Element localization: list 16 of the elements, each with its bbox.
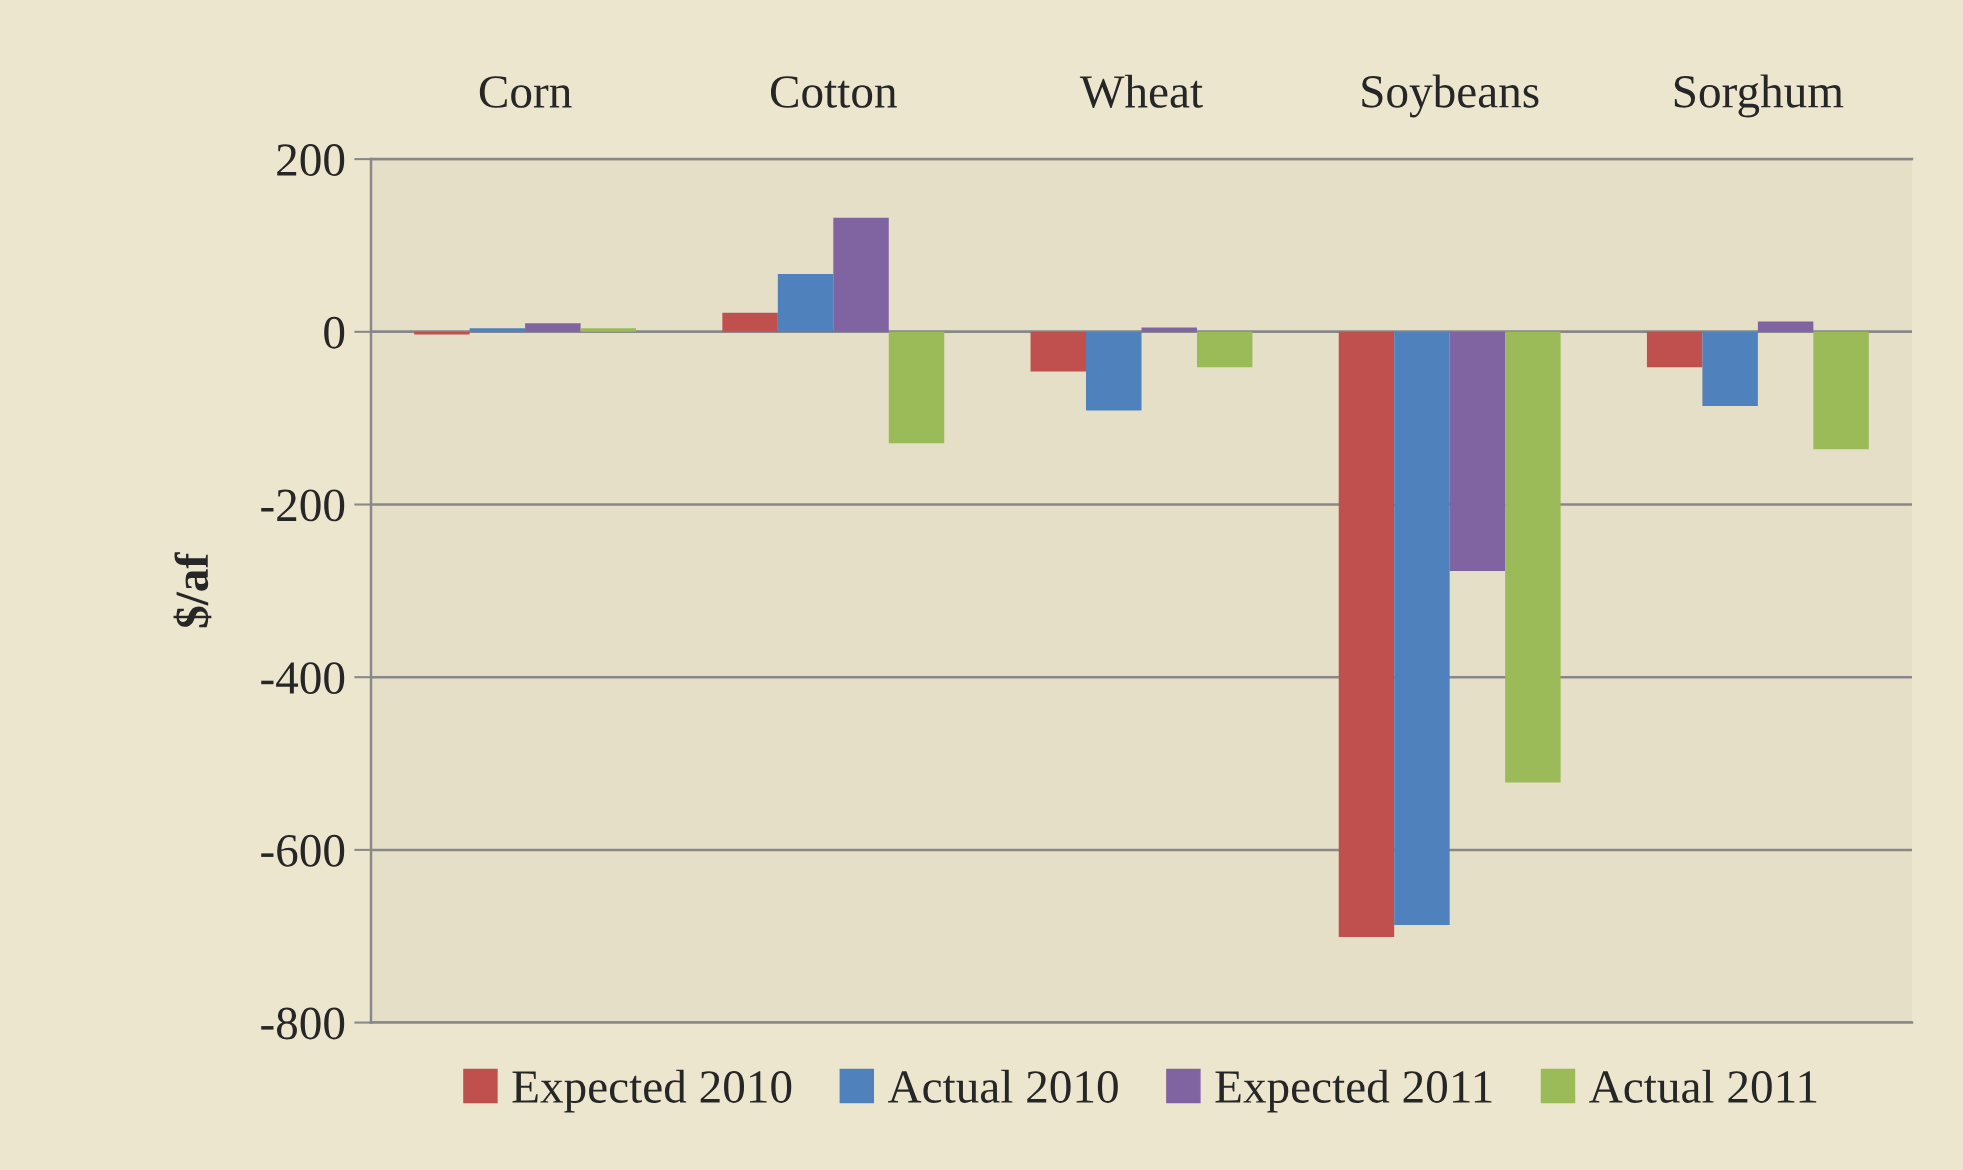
y-axis-title: $/af [173, 552, 212, 628]
x-tick-label: Corn [479, 76, 572, 108]
y-tick-label: 200 [277, 144, 345, 176]
legend-label: Actual 2010 [887, 1069, 1118, 1103]
x-tick-label: Sorghum [1674, 74, 1844, 118]
y-tick-label: -600 [261, 834, 345, 867]
x-tick-label: Soybeans [1362, 74, 1539, 118]
legend-label: Expected 2010 [512, 1069, 792, 1113]
legend-label: Expected 2011 [1215, 1069, 1492, 1113]
x-tick-label: Cotton [770, 76, 897, 108]
y-tick-label: 0 [324, 316, 345, 349]
y-tick-label: -800 [261, 1007, 345, 1040]
y-tick-label: -200 [261, 489, 345, 522]
x-tick-label: Wheat [1079, 74, 1203, 109]
y-tick-label: -400 [261, 662, 345, 695]
legend-label: Actual 2011 [1589, 1069, 1817, 1103]
